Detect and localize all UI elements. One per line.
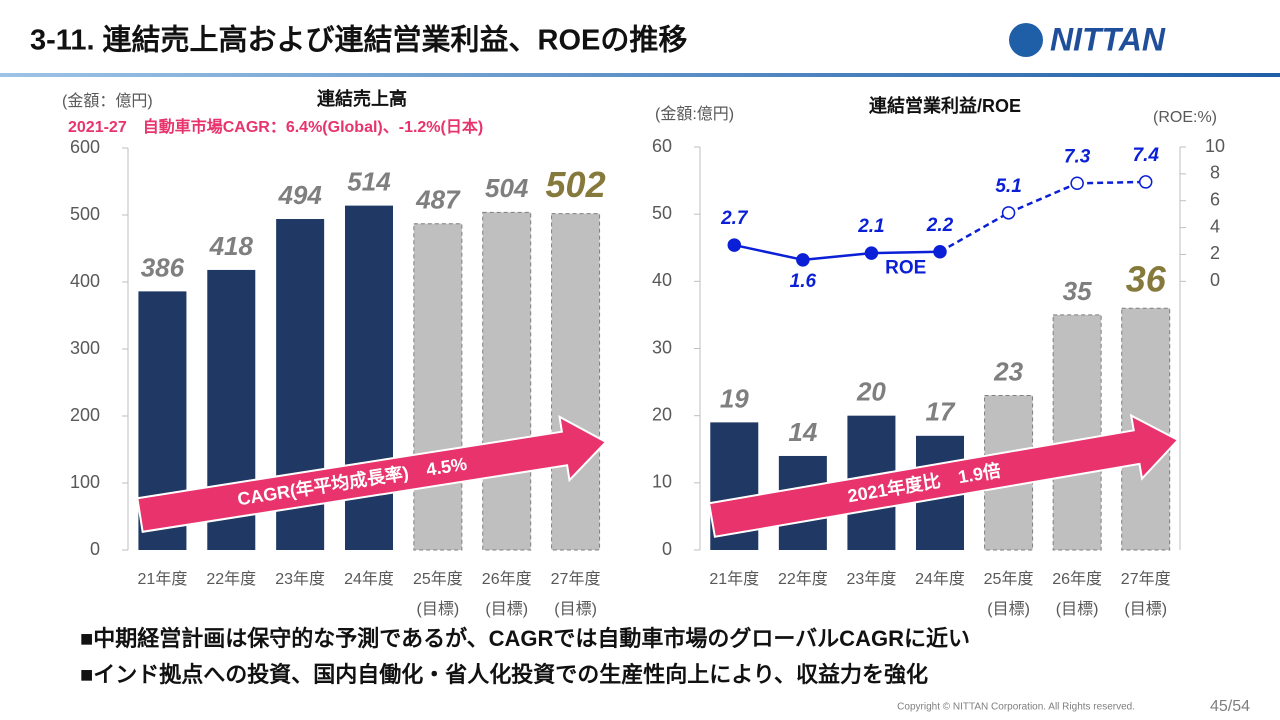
data-label: 36 — [1126, 259, 1167, 300]
y-tick-label: 600 — [70, 137, 100, 157]
page-number: 45/54 — [1210, 698, 1250, 715]
y-tick-label: 300 — [70, 338, 100, 358]
x-tick-label: 21年度 — [709, 570, 759, 588]
y-tick-label: 200 — [70, 405, 100, 425]
x-tick-label: 22年度 — [778, 570, 828, 588]
y2-tick-label: 8 — [1210, 163, 1220, 183]
x-tick-label: 26年度 — [482, 570, 532, 588]
bar — [482, 211, 532, 551]
y-tick-label: 50 — [652, 203, 672, 223]
x-tick-label: 27年度 — [1121, 570, 1171, 588]
arrow-shape — [707, 413, 1180, 538]
y2-tick-label: 0 — [1210, 270, 1220, 290]
bar — [413, 223, 463, 551]
line-marker — [796, 253, 810, 267]
x-tick-label: 23年度 — [275, 570, 325, 588]
y2-tick-label: 2 — [1210, 243, 1220, 263]
bar — [1052, 314, 1102, 551]
header-line — [0, 73, 1280, 77]
y-tick-label: 400 — [70, 271, 100, 291]
data-label: 14 — [788, 417, 817, 447]
line-segment — [1077, 180, 1146, 185]
line-marker — [933, 245, 947, 259]
x-tick-note: (目標) — [1056, 600, 1099, 618]
y-tick-label: 30 — [652, 337, 672, 357]
line-label: 7.3 — [1064, 146, 1091, 167]
line-segment — [871, 250, 941, 255]
y2-unit-label: (ROE:%) — [1153, 109, 1217, 126]
data-label: 35 — [1063, 276, 1092, 306]
slide-title: 3-11. 連結売上高および連結営業利益、ROEの推移 — [30, 23, 687, 57]
x-tick-note: (目標) — [485, 600, 528, 618]
line-segment — [734, 243, 804, 262]
unit-label: (金額:億円) — [655, 105, 734, 123]
y-tick-label: 40 — [652, 270, 672, 290]
x-tick-label: 23年度 — [847, 570, 897, 588]
line-marker — [1070, 176, 1084, 191]
bar — [551, 213, 601, 551]
chart-title: 連結売上高 — [317, 88, 407, 109]
x-tick-label: 24年度 — [344, 570, 394, 588]
line-marker — [1001, 206, 1016, 220]
unit-label: (金額：億円) — [62, 92, 153, 110]
x-tick-label: 21年度 — [138, 570, 188, 588]
arrow-shape — [136, 415, 608, 533]
data-label: 502 — [546, 164, 606, 205]
line-label: 2.1 — [857, 216, 884, 237]
chart-subtitle: 2021-27 自動車市場CAGR：6.4%(Global)、-1.2%(日本) — [68, 117, 483, 136]
x-tick-note: (目標) — [987, 600, 1030, 618]
y2-tick-label: 4 — [1210, 216, 1220, 236]
data-label: 514 — [347, 166, 391, 196]
line-segment — [1008, 182, 1078, 214]
x-tick-note: (目標) — [554, 600, 597, 618]
copyright: Copyright © NITTAN Corporation. All Righ… — [897, 702, 1135, 713]
y-tick-label: 0 — [90, 539, 100, 559]
data-label: 487 — [415, 185, 461, 215]
logo-mark — [1009, 23, 1043, 57]
line-label: 5.1 — [995, 176, 1021, 197]
x-tick-label: 22年度 — [206, 570, 256, 588]
legend-label: ROE — [885, 257, 926, 278]
y-tick-label: 500 — [70, 204, 100, 224]
y-tick-label: 10 — [652, 472, 672, 492]
bullet: ■中期経営計画は保守的な予測であるが、CAGRでは自動車市場のグローバルCAGR… — [80, 626, 970, 651]
x-tick-note: (目標) — [417, 600, 460, 618]
data-label: 386 — [141, 252, 185, 282]
y-tick-label: 20 — [652, 404, 672, 424]
line-marker — [864, 246, 879, 260]
data-label: 20 — [856, 377, 886, 407]
line-marker — [1138, 175, 1153, 189]
line-label: 2.2 — [926, 215, 954, 236]
x-tick-label: 25年度 — [984, 570, 1034, 588]
y-tick-label: 100 — [70, 472, 100, 492]
line-marker — [727, 238, 742, 252]
data-label: 418 — [209, 231, 254, 261]
data-label: 17 — [926, 397, 956, 427]
data-label: 494 — [277, 180, 322, 210]
y2-tick-label: 10 — [1205, 136, 1225, 156]
bullet: ■インド拠点への投資、国内自働化・省人化投資での生産性向上により、収益力を強化 — [80, 662, 928, 687]
line-label: 2.7 — [720, 208, 749, 229]
logo: NITTAN — [1050, 21, 1166, 57]
chart-title: 連結営業利益/ROE — [869, 95, 1021, 116]
x-tick-label: 27年度 — [551, 570, 601, 588]
y-tick-label: 60 — [652, 136, 672, 156]
data-label: 504 — [485, 173, 529, 203]
line-label: 1.6 — [790, 271, 817, 292]
x-tick-label: 24年度 — [915, 570, 965, 588]
x-tick-label: 26年度 — [1052, 570, 1102, 588]
line-label: 7.4 — [1133, 145, 1160, 166]
y-tick-label: 0 — [662, 539, 672, 559]
x-tick-label: 25年度 — [413, 570, 463, 588]
line-segment — [802, 251, 872, 262]
y2-tick-label: 6 — [1210, 189, 1220, 209]
data-label: 23 — [993, 356, 1023, 386]
x-tick-note: (目標) — [1124, 600, 1167, 618]
data-label: 19 — [720, 383, 749, 413]
line-segment — [939, 211, 1010, 253]
